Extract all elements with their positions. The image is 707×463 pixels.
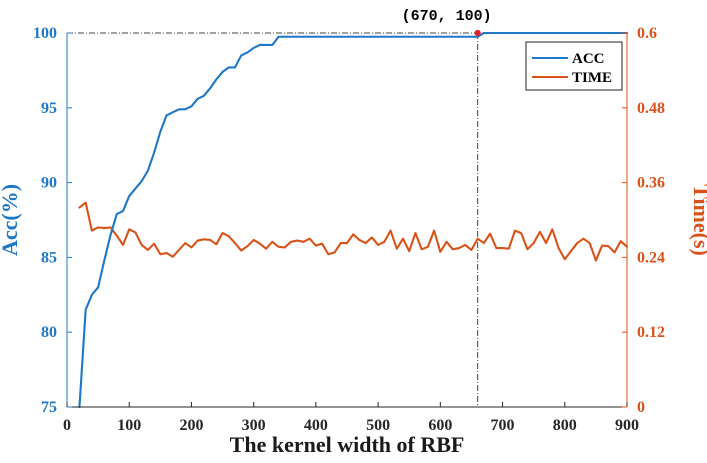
x-axis-tick-label: 200: [179, 417, 203, 434]
left-y-axis-ticks: 75 80 85 90 95 100: [33, 25, 72, 416]
right-y-axis-tick-label: 0.36: [637, 175, 665, 192]
time-series-line: [78, 201, 629, 262]
x-axis-tick-label: 0: [63, 417, 71, 434]
left-y-axis-tick-label: 90: [41, 175, 57, 192]
series-layer: [78, 31, 629, 409]
left-y-axis-tick-label: 75: [41, 399, 57, 416]
chart-legend: ACC TIME: [525, 41, 623, 91]
right-y-axis-tick-label: 0: [637, 399, 645, 416]
right-y-axis-tick-label: 0.24: [637, 249, 665, 266]
x-axis-ticks: 0 100 200 300 400 500 600 700 800 900: [63, 402, 639, 434]
right-y-axis-title: Time(s): [689, 184, 707, 256]
acc-series-line: [78, 31, 629, 409]
x-axis-tick-label: 100: [117, 417, 141, 434]
legend-box: [525, 41, 623, 91]
left-y-axis-tick-label: 80: [41, 324, 57, 341]
left-y-axis-tick-label: 100: [33, 25, 57, 42]
legend-acc-label: ACC: [572, 51, 605, 67]
x-axis-tick-label: 500: [366, 417, 390, 434]
left-y-axis-title: Acc(%): [0, 184, 22, 256]
right-y-axis-tick-label: 0.48: [637, 100, 665, 117]
x-axis-tick-label: 300: [242, 417, 266, 434]
peak-point-marker: [474, 29, 481, 37]
right-y-axis-tick-label: 0.6: [637, 25, 657, 42]
x-axis-tick-label: 700: [491, 417, 515, 434]
x-axis-tick-label: 400: [304, 417, 328, 434]
peak-point-annotation: (670, 100): [402, 8, 492, 25]
x-axis-tick-label: 600: [428, 417, 452, 434]
right-y-axis-ticks: 0 0.12 0.24 0.36 0.48 0.6: [622, 25, 665, 416]
left-y-axis-tick-label: 95: [41, 100, 57, 117]
legend-time-label: TIME: [572, 70, 612, 86]
x-axis-title: The kernel width of RBF: [230, 432, 465, 457]
left-y-axis-tick-label: 85: [41, 249, 57, 266]
x-axis-tick-label: 800: [553, 417, 577, 434]
x-axis-tick-label: 900: [615, 417, 639, 434]
axes-layer: 0 100 200 300 400 500 600 700 800 900 75 80 85 90 95 1…: [33, 25, 665, 434]
right-y-axis-tick-label: 0.12: [637, 324, 665, 341]
